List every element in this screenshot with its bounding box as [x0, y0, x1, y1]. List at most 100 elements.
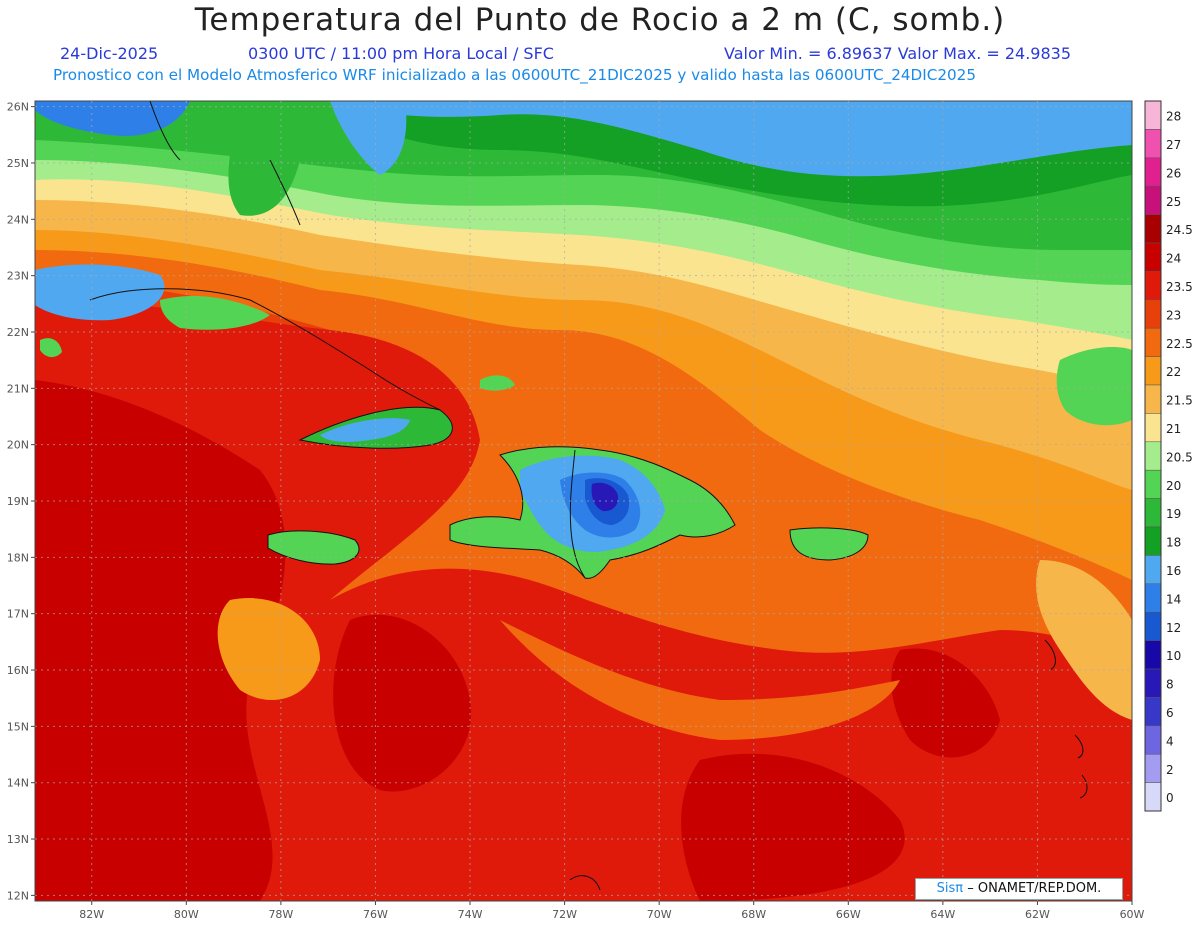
latitude-ticks: 26N 25N 24N 23N 22N 21N 20N 19N 18N 17N 16N 15N 14N 1… [7, 101, 35, 902]
colorbar-segment [1144, 555, 1162, 585]
credit-org: – ONAMET/REP.DOM. [967, 881, 1102, 896]
forecast-time: 0300 UTC / 11:00 pm Hora Local / SFC [248, 44, 554, 63]
colorbar-segment [1144, 753, 1162, 783]
field-band-22-5 [500, 620, 900, 740]
dew-point-field [35, 101, 1132, 901]
colorbar-label: 14 [1166, 592, 1181, 606]
sispi-logo: Sisπ [936, 881, 964, 896]
bahamas-field [330, 101, 407, 175]
lat-tick-label: 20N [7, 439, 29, 452]
colorbar-label: 0 [1166, 791, 1174, 805]
colorbar-segment [1144, 611, 1162, 641]
model-info: Pronostico con el Modelo Atmosferico WRF… [53, 66, 976, 84]
field-band-22 [217, 598, 320, 700]
colorbar-segment [1144, 327, 1162, 357]
colorbar-label: 28 [1166, 110, 1181, 124]
colorbar-label: 21.5 [1166, 394, 1193, 408]
colorbar-segment [1144, 469, 1162, 499]
colorbar-segment [1144, 185, 1162, 215]
lat-tick-label: 21N [7, 382, 29, 395]
colorbar-segment [1144, 782, 1162, 812]
colorbar-label: 2 [1166, 763, 1174, 777]
colorbar-segment [1144, 640, 1162, 670]
colorbar-label: 24 [1166, 252, 1181, 266]
lat-tick-label: 13N [7, 833, 29, 846]
lon-tick-label: 82W [79, 908, 104, 921]
lat-tick-label: 23N [7, 270, 29, 283]
lon-tick-label: 80W [174, 908, 199, 921]
colorbar-label: 8 [1166, 678, 1174, 692]
longitude-ticks: 82W 80W 78W 76W 74W 72W 70W 68W 66W 64W 62W 60W [79, 901, 1145, 921]
jamaica-field [268, 530, 359, 565]
haiti-dr-border [569, 449, 586, 579]
field-band-20 [1056, 347, 1132, 426]
lat-tick-label: 14N [7, 777, 29, 790]
field-band-14 [35, 101, 190, 136]
lon-tick-label: 64W [930, 908, 955, 921]
lesser-antilles-coast [1074, 734, 1084, 759]
lat-tick-label: 12N [7, 889, 29, 902]
coastlines [89, 101, 1088, 891]
lon-tick-label: 60W [1120, 908, 1145, 921]
colorbar-label: 10 [1166, 649, 1181, 663]
lat-tick-label: 24N [7, 213, 29, 226]
colorbar-label: 20.5 [1166, 450, 1193, 464]
cuba-field [160, 295, 270, 330]
credit-box: Sisπ – ONAMET/REP.DOM. [915, 878, 1123, 900]
field-band-24 [333, 614, 472, 792]
colorbar-label: 27 [1166, 138, 1181, 152]
lat-tick-label: 26N [7, 101, 29, 114]
lat-tick-label: 22N [7, 326, 29, 339]
island-field [40, 338, 62, 358]
colorbar-segment [1144, 242, 1162, 272]
cuba-east-coast [298, 406, 453, 449]
lat-tick-label: 15N [7, 720, 29, 733]
colorbar-label: 12 [1166, 621, 1181, 635]
lat-tick-label: 17N [7, 608, 29, 621]
colorbar-segment [1144, 100, 1162, 130]
min-max-values: Valor Min. = 6.89637 Valor Max. = 24.983… [724, 44, 1072, 63]
colorbar-segment [1144, 299, 1162, 329]
colorbar-segment [1144, 384, 1162, 414]
field-band-19 [228, 101, 300, 216]
colorbar: 2827262524.52423.52322.52221.52120.52019… [1144, 100, 1193, 812]
colorbar-label: 25 [1166, 195, 1181, 209]
lat-tick-label: 25N [7, 157, 29, 170]
graticule [35, 101, 1132, 901]
jamaica-coast [267, 530, 360, 565]
colorbar-segment [1144, 668, 1162, 698]
colorbar-label: 24.5 [1166, 223, 1193, 237]
lon-tick-label: 66W [836, 908, 861, 921]
colorbar-segment [1144, 498, 1162, 528]
hispaniola-field [591, 482, 619, 512]
colorbar-label: 23.5 [1166, 280, 1193, 294]
south-america-coast [569, 875, 601, 891]
colorbar-label: 22 [1166, 365, 1181, 379]
colorbar-label: 23 [1166, 308, 1181, 322]
colorbar-label: 16 [1166, 564, 1181, 578]
colorbar-label: 6 [1166, 706, 1174, 720]
colorbar-segment [1144, 583, 1162, 613]
colorbar-segment [1144, 413, 1162, 443]
colorbar-frame [1144, 100, 1162, 812]
map-title: Temperatura del Punto de Rocio a 2 m (C,… [194, 2, 1006, 38]
colorbar-segment [1144, 271, 1162, 301]
cuba-north-coast [89, 288, 441, 411]
colorbar-label: 18 [1166, 536, 1181, 550]
field-band-24 [891, 648, 1000, 758]
florida-coast [149, 101, 181, 161]
field-band-16 [340, 101, 1132, 177]
lat-tick-label: 18N [7, 551, 29, 564]
field-band-24 [35, 380, 286, 901]
colorbar-label: 20 [1166, 479, 1181, 493]
lon-tick-label: 76W [363, 908, 388, 921]
forecast-date: 24-Dic-2025 [60, 44, 159, 63]
lon-tick-label: 62W [1025, 908, 1050, 921]
colorbar-label: 22.5 [1166, 337, 1193, 351]
field-band-16 [35, 264, 165, 321]
lon-tick-label: 72W [552, 908, 577, 921]
puerto-rico-coast [789, 527, 869, 561]
hispaniola-coast [449, 446, 736, 579]
lon-tick-label: 74W [458, 908, 483, 921]
